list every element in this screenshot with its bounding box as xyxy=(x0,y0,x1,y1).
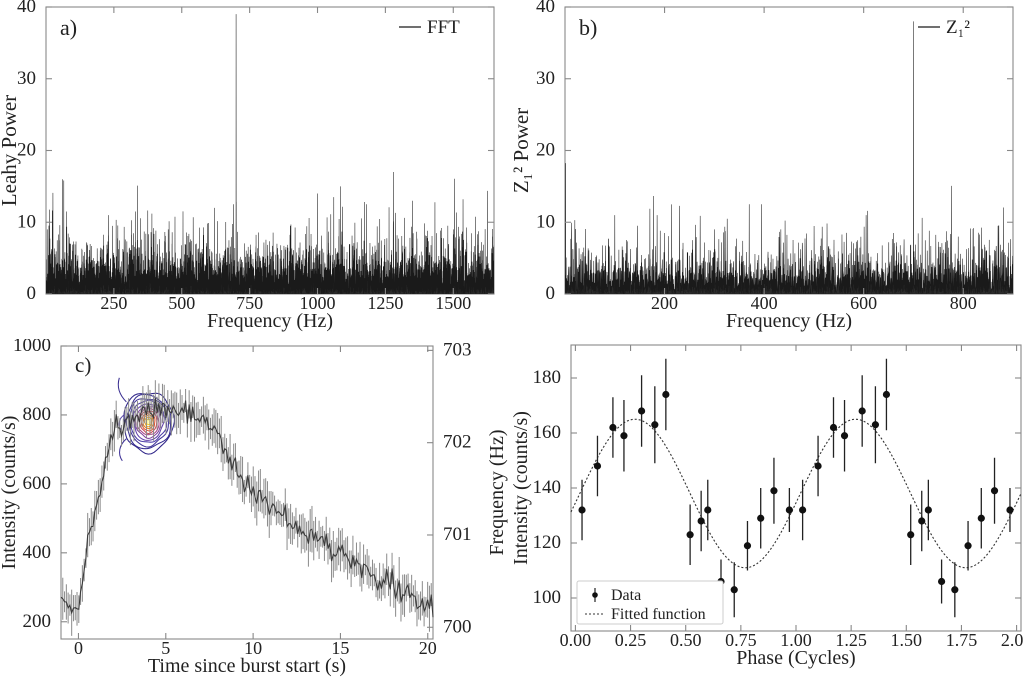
svg-text:702: 702 xyxy=(443,432,472,453)
svg-text:400: 400 xyxy=(23,542,52,563)
svg-text:120: 120 xyxy=(533,532,562,553)
svg-text:30: 30 xyxy=(17,68,36,89)
svg-text:Leahy Power: Leahy Power xyxy=(0,95,21,206)
svg-text:0: 0 xyxy=(546,283,556,304)
svg-text:40: 40 xyxy=(536,0,555,17)
svg-text:200: 200 xyxy=(23,611,52,632)
svg-text:1.75: 1.75 xyxy=(946,630,978,650)
svg-text:160: 160 xyxy=(533,422,562,443)
svg-text:Data: Data xyxy=(611,587,641,604)
svg-text:140: 140 xyxy=(533,477,562,498)
svg-text:Intensity (counts/s): Intensity (counts/s) xyxy=(0,416,20,570)
svg-text:800: 800 xyxy=(23,404,52,425)
svg-text:180: 180 xyxy=(533,367,562,388)
svg-text:40: 40 xyxy=(17,0,36,17)
svg-text:703: 703 xyxy=(443,339,472,360)
svg-text:0.50: 0.50 xyxy=(670,630,702,650)
svg-text:800: 800 xyxy=(950,293,977,313)
svg-text:1000: 1000 xyxy=(13,339,51,356)
svg-text:Frequency (Hz): Frequency (Hz) xyxy=(486,429,508,555)
svg-text:600: 600 xyxy=(23,473,52,494)
svg-text:20: 20 xyxy=(536,140,555,161)
svg-text:Time since burst start (s): Time since burst start (s) xyxy=(148,655,346,677)
svg-text:FFT: FFT xyxy=(427,17,460,38)
svg-text:1.50: 1.50 xyxy=(891,630,923,650)
svg-text:200: 200 xyxy=(651,293,678,313)
svg-text:1250: 1250 xyxy=(367,293,403,313)
svg-text:0.00: 0.00 xyxy=(560,630,592,650)
svg-text:Z₁² Power: Z₁² Power xyxy=(512,108,533,193)
svg-text:c): c) xyxy=(75,353,91,377)
svg-text:500: 500 xyxy=(168,293,195,313)
svg-text:0.25: 0.25 xyxy=(615,630,647,650)
svg-text:Z₁²: Z₁² xyxy=(946,17,970,38)
svg-text:600: 600 xyxy=(850,293,877,313)
svg-text:0: 0 xyxy=(74,638,83,658)
svg-text:100: 100 xyxy=(533,587,562,608)
svg-text:1500: 1500 xyxy=(435,293,471,313)
svg-text:30: 30 xyxy=(536,68,555,89)
svg-text:0: 0 xyxy=(27,283,37,304)
svg-text:2.00: 2.00 xyxy=(1001,630,1024,650)
svg-text:Frequency (Hz): Frequency (Hz) xyxy=(207,310,333,332)
svg-text:20: 20 xyxy=(419,638,437,658)
svg-text:10: 10 xyxy=(536,211,555,232)
svg-text:701: 701 xyxy=(443,524,472,545)
svg-text:Phase (Cycles): Phase (Cycles) xyxy=(736,647,855,669)
svg-text:Intensity (counts/s): Intensity (counts/s) xyxy=(512,411,532,565)
svg-text:Frequency (Hz): Frequency (Hz) xyxy=(726,310,852,332)
svg-text:Fitted function: Fitted function xyxy=(611,606,706,623)
svg-text:250: 250 xyxy=(100,293,127,313)
svg-text:700: 700 xyxy=(443,616,472,637)
svg-text:10: 10 xyxy=(17,211,36,232)
svg-text:b): b) xyxy=(579,15,597,40)
svg-text:a): a) xyxy=(60,15,77,40)
